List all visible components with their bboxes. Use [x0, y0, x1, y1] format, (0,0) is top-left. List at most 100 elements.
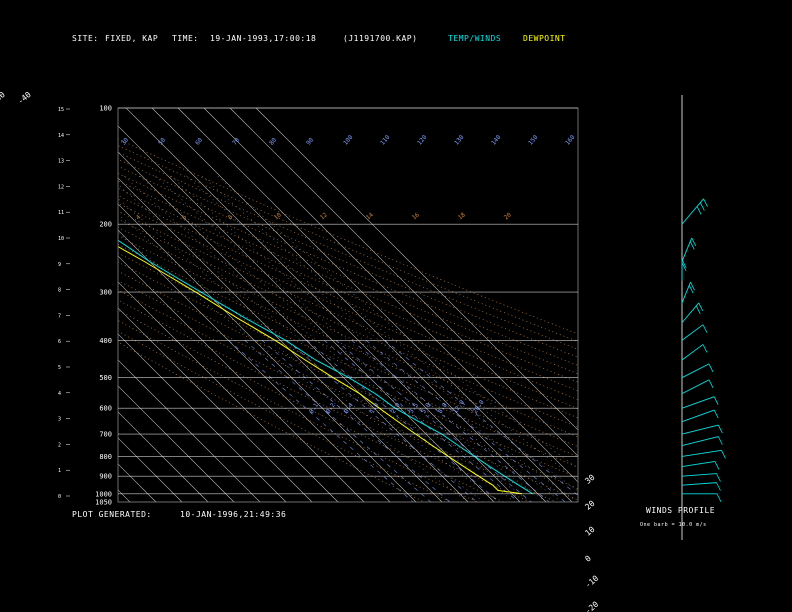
wind-barb [681, 396, 715, 409]
isotherm-line [255, 108, 578, 431]
pressure-label: 700 [99, 431, 112, 439]
isotherm-line [203, 108, 578, 483]
wind-flag [713, 409, 719, 419]
wind-flag [699, 202, 705, 211]
pressure-label: 200 [99, 221, 112, 229]
theta-label-top: 80 [268, 136, 278, 146]
wind-barb [681, 473, 717, 477]
wind-flag [681, 262, 687, 271]
top-isotherm-label: -40 [16, 90, 33, 106]
pressure-label: 1050 [95, 499, 112, 507]
pressure-label: 900 [99, 473, 112, 481]
theta-label-200: 16 [411, 211, 421, 221]
mixing-ratio-line [244, 340, 431, 502]
pressure-label: 1000 [95, 490, 112, 498]
isotherm-line [118, 255, 365, 502]
plot-generated-value: 10-JAN-1996,21:49:36 [180, 510, 287, 519]
wind-barb [681, 482, 717, 486]
mixing-ratio-line [335, 340, 532, 502]
height-tick-label: 0 [58, 494, 61, 500]
moist-adiabat [118, 184, 515, 502]
mixing-ratio-line [306, 340, 500, 502]
winds-profile-title: WINDS PROFILE [646, 506, 716, 515]
legend-dew: DEWPOINT [523, 34, 566, 43]
right-isotherm-label: 20 [583, 499, 596, 512]
dry-adiabat [118, 299, 531, 502]
wind-flag [689, 241, 695, 250]
wind-flag [716, 473, 721, 482]
isotherm-line [118, 437, 183, 502]
isotherm-line [118, 411, 209, 502]
dry-adiabat [118, 180, 578, 383]
wind-flag [713, 396, 719, 405]
dry-adiabat [118, 165, 578, 366]
temperature-profile [118, 239, 533, 495]
dry-adiabat [118, 341, 425, 502]
moist-adiabat [118, 213, 484, 502]
wind-flag [691, 237, 697, 247]
wind-flag [696, 206, 702, 215]
theta-label-top: 90 [305, 136, 315, 146]
height-tick-label: 10 [58, 236, 64, 242]
right-isotherm-label: 30 [583, 473, 596, 486]
wind-barb [681, 436, 719, 447]
theta-label-top: 150 [527, 134, 540, 147]
mixing-ratio-label: 2.0 [390, 402, 402, 415]
moist-adiabat [118, 231, 469, 502]
theta-label-top: 70 [231, 136, 241, 146]
pressure-label: 600 [99, 405, 112, 413]
pressure-label: 500 [99, 374, 112, 382]
theta-label-top: 160 [564, 134, 577, 147]
height-tick-label: 3 [58, 417, 61, 423]
moist-adiabat [154, 175, 562, 502]
isotherm-line [125, 108, 521, 502]
wind-flag [703, 198, 708, 207]
dry-adiabat [118, 138, 578, 335]
theta-label-top: 110 [379, 134, 392, 147]
dry-adiabat [118, 210, 578, 419]
wind-barb [681, 409, 715, 423]
mixing-ratio-line [384, 340, 578, 496]
wind-flag [718, 436, 723, 445]
isotherm-line [151, 108, 547, 502]
right-isotherm-label: 10 [583, 525, 596, 538]
pressure-label: 400 [99, 337, 112, 345]
wind-flag [721, 450, 726, 459]
dry-adiabat [118, 203, 578, 410]
legend-temp: TEMP/WINDS [448, 34, 502, 43]
wind-flag [708, 379, 714, 389]
dry-adiabat [118, 187, 578, 392]
wind-flag [702, 324, 708, 333]
winds-note: One barb = 10.0 m/s [640, 522, 707, 528]
right-isotherm-label: -10 [583, 574, 600, 590]
theta-label-200: 12 [319, 211, 329, 221]
mixing-ratio-line [351, 340, 550, 502]
theta-label-200: 8 [227, 214, 235, 222]
wind-barb [681, 449, 722, 457]
wind-barb [681, 344, 704, 361]
isotherm-line [118, 307, 313, 502]
theta-label-200: 14 [365, 211, 375, 221]
wind-flag [690, 282, 695, 291]
height-tick-label: 15 [58, 107, 64, 113]
wind-flag [695, 305, 701, 315]
theta-label-200: 4 [135, 214, 143, 222]
plot-generated-label: PLOT GENERATED: [72, 510, 152, 519]
mixing-ratio-line [365, 340, 566, 502]
mixing-ratio-label: 0.1 [308, 402, 320, 415]
isotherm-line [0, 108, 104, 502]
theta-label-top: 50 [157, 136, 167, 146]
wind-barb [681, 379, 710, 395]
file-name: (J1191700.KAP) [343, 34, 418, 43]
height-tick-label: 14 [58, 133, 64, 139]
theta-label-top: 100 [342, 134, 355, 147]
dry-adiabat [118, 158, 578, 358]
theta-label-top: 120 [416, 134, 429, 147]
isotherm-line [118, 359, 261, 502]
height-tick-label: 12 [58, 184, 64, 190]
height-tick-label: 5 [58, 365, 61, 371]
wind-flag [718, 424, 723, 434]
wind-flag [714, 461, 720, 470]
wind-flag [702, 344, 708, 353]
isotherm-line [118, 281, 339, 502]
